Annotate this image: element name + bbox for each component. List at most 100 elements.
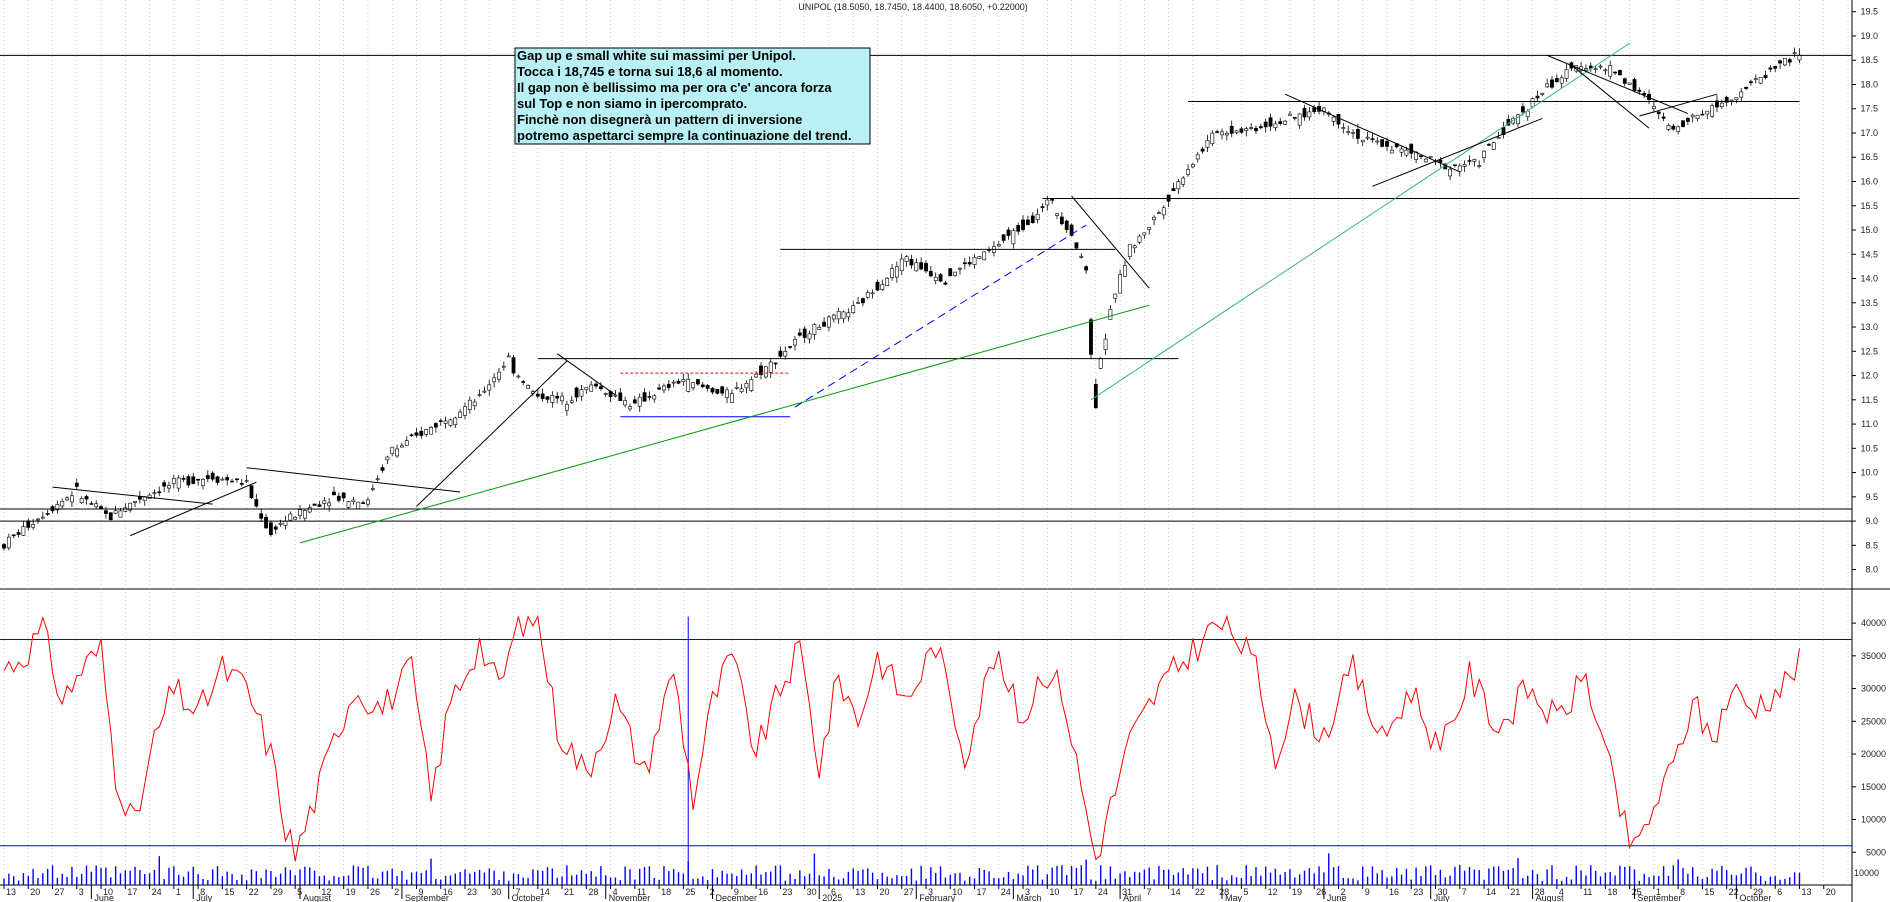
candle-body (1550, 79, 1554, 88)
price-tick-label: 9.0 (1865, 516, 1878, 526)
candle-body (657, 387, 662, 390)
candle-body (497, 371, 501, 380)
candle-body (1637, 89, 1642, 92)
month-label: December (715, 893, 757, 902)
candle-body (1365, 136, 1370, 139)
candle-body (977, 256, 982, 259)
candle-body (327, 502, 332, 507)
annotation-line-4: sul Top e non siamo in ipercomprato. (517, 96, 747, 111)
volume-corner-label: 10000 (1854, 868, 1879, 878)
candle-body (390, 446, 395, 454)
trendline (1372, 117, 1543, 187)
candle-body (1448, 168, 1452, 177)
candle-body (948, 268, 953, 277)
x-tick-label: 28 (1535, 887, 1545, 897)
month-label: September (1637, 893, 1681, 902)
price-tick-label: 18.5 (1860, 55, 1878, 65)
candle-body (113, 510, 118, 514)
x-tick-label: 1 (176, 887, 181, 897)
candle-body (555, 395, 560, 399)
candle-body (861, 298, 865, 304)
candle-body (181, 478, 186, 480)
candle-body (1026, 219, 1030, 226)
candle-body (1249, 127, 1254, 129)
candle-body (1224, 133, 1229, 136)
trendline (1639, 93, 1718, 117)
candle-body (773, 362, 778, 365)
candle-body (797, 332, 802, 336)
trendline (1284, 93, 1460, 173)
candle-body (419, 430, 424, 436)
month-label: June (94, 893, 114, 902)
candle-body (191, 476, 196, 484)
x-tick-label: 21 (564, 887, 574, 897)
candle-body (1496, 136, 1501, 139)
candle-body (671, 381, 676, 384)
candle-body (361, 502, 365, 504)
candle-body (1035, 213, 1040, 220)
candle-body (1618, 70, 1622, 76)
candle-body (1254, 127, 1258, 132)
x-tick-label: 7 (1146, 887, 1151, 897)
x-tick-label: 10 (1049, 887, 1059, 897)
candle-body (196, 478, 201, 481)
x-tick-label: 19 (346, 887, 356, 897)
trendline (556, 353, 616, 396)
candle-body (346, 501, 351, 508)
candle-body (1089, 319, 1093, 355)
candle-body (1108, 308, 1113, 320)
x-tick-label: 25 (685, 887, 695, 897)
candle-body (1312, 107, 1317, 113)
candle-body (108, 512, 113, 521)
candle-body (924, 263, 928, 272)
candle-body (104, 510, 108, 514)
candle-body (264, 516, 268, 529)
candle-body (1186, 169, 1190, 175)
candle-body (1671, 125, 1676, 130)
candle-body (375, 478, 380, 481)
candle-body (729, 393, 734, 403)
candle-body (220, 478, 225, 481)
candle-body (831, 314, 836, 320)
candle-body (584, 387, 589, 390)
x-tick-label: 20 (1826, 887, 1836, 897)
candle-body (686, 378, 691, 392)
month-label: July (1434, 893, 1451, 902)
candle-body (501, 365, 506, 368)
x-tick-label: 6 (831, 887, 836, 897)
month-label: 2025 (822, 893, 842, 902)
x-tick-label: 13 (1801, 887, 1811, 897)
price-tick-label: 14.0 (1860, 274, 1878, 284)
candle-body (332, 491, 336, 496)
candle-body (870, 292, 875, 295)
candle-body (205, 475, 210, 480)
candle-body (356, 501, 361, 510)
candle-body (1598, 65, 1603, 68)
candle-body (836, 311, 841, 320)
x-tick-label: 17 (977, 887, 987, 897)
candle-body (298, 509, 302, 517)
osc-tick-label: 30000 (1861, 684, 1886, 694)
candle-body (167, 485, 171, 489)
x-tick-label: 30 (491, 887, 501, 897)
candle-body (351, 499, 356, 502)
candle-body (2, 544, 6, 549)
candle-body (744, 382, 749, 389)
annotation-line-6: potremo aspettarci sempre la continuazio… (517, 128, 851, 143)
x-tick-label: 11 (1583, 887, 1592, 897)
candle-body (953, 271, 958, 276)
candle-body (1181, 177, 1186, 185)
candle-body (1385, 141, 1389, 147)
x-tick-label: 27 (55, 887, 65, 897)
axes: 8.0 8.5 9.0 9.5 10.0 10.5 11.0 11.5 12.0 12.5 13.0… (3, 7, 1886, 902)
candle-body (40, 516, 45, 519)
candle-body (1375, 140, 1380, 143)
candle-body (1268, 117, 1273, 127)
candle-body (380, 467, 385, 471)
price-tick-label: 8.5 (1865, 540, 1878, 550)
candle-body (1758, 77, 1763, 84)
candle-body (1278, 121, 1283, 124)
candle-body (535, 393, 540, 397)
candle-body (1564, 69, 1569, 79)
candle-body (579, 389, 584, 397)
